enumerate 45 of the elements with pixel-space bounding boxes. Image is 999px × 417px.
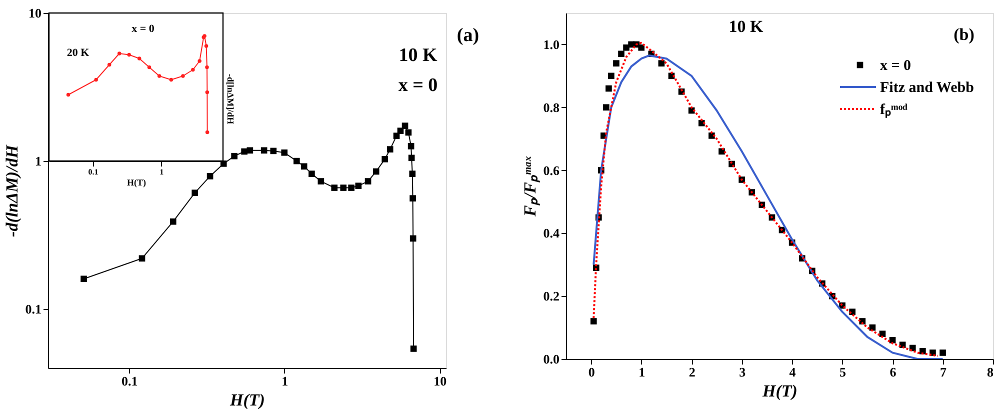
x-axis-title: H(T) [229,390,265,410]
x-tick-label: 1 [282,374,288,388]
annotation: x = 0 [398,75,438,96]
x-tick-label: 0 [588,364,595,380]
point [590,318,597,324]
legend-label: Fitz and Webb [880,80,974,96]
point [658,60,665,66]
x-tick-label: 1 [638,364,646,380]
point [606,85,612,92]
y-tick-label: 0.6 [543,162,560,178]
y-tick-label: 0.8 [543,100,560,115]
x-tick-label: 6 [890,364,897,380]
y-tick-label: 0.0 [543,352,560,366]
y-tick-label: 1.0 [543,36,560,52]
x-tick-label: 2 [688,364,696,380]
x-tick-label: 4 [789,364,796,380]
legend-label: fₚᵐᵒᵈ [880,102,908,118]
point [638,44,645,51]
x-tick-label: 5 [840,364,847,380]
text: (a) [456,25,480,46]
point [603,104,610,111]
x-tick-label: 10 [434,374,447,388]
y-tick-label: 10 [28,6,42,20]
x-tick-label: 0.1 [122,374,138,388]
x-tick-label: 8 [987,364,994,380]
annotation: (b) [954,25,974,44]
annotation: 10 K [728,17,764,36]
x-axis-title: H(T) [762,382,798,400]
y-tick-label: 0.1 [25,302,42,317]
point [940,350,946,356]
y-axis-title: -d(lnΔM)/dH [2,144,22,237]
x-tick-label: 3 [739,364,746,380]
y-tick-label: 0.4 [543,226,560,241]
annotation: 10 K [398,45,438,66]
point [618,50,624,58]
y-tick-label: 0.2 [543,288,560,304]
legend-label: x = 0 [880,58,912,74]
y-axis-title: Fₚ/Fₚᵐᵃˣ [520,156,540,218]
x-tick-label: 7 [940,364,948,380]
x-axis-title: H(T) [127,178,146,188]
point [608,72,614,80]
annotation: x = 0 [132,23,155,35]
annotation: 20 K [66,47,90,59]
y-axis-title: -d[lnΔM]/dH [226,74,236,124]
point [613,60,620,66]
